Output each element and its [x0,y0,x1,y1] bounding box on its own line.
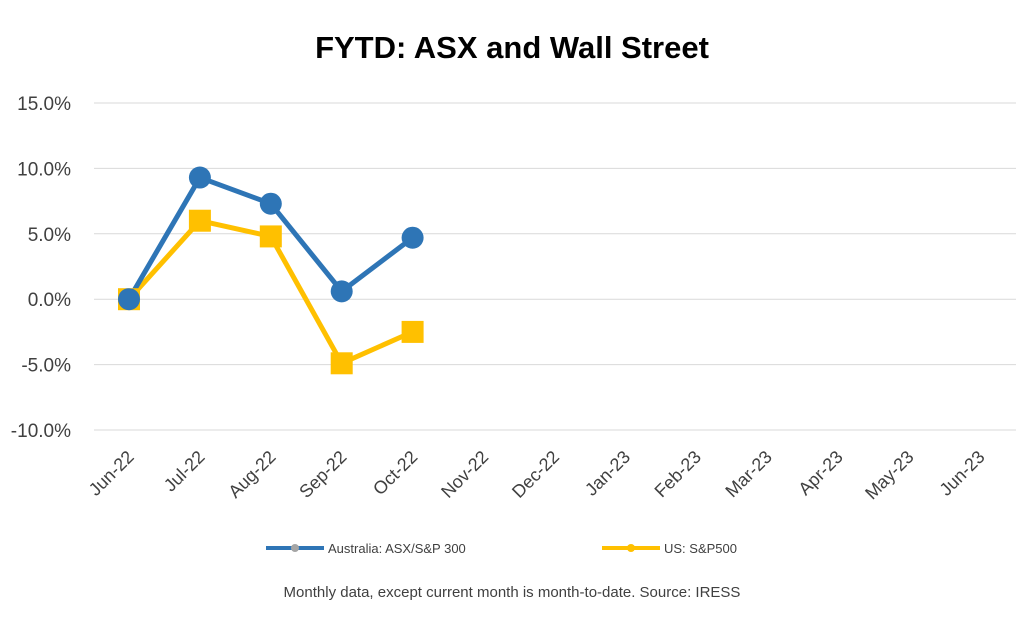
data-point-australia [188,166,211,189]
x-tick-label: Oct-22 [369,447,421,499]
y-tick-label: -10.0% [11,421,71,442]
x-tick-label: Sep-22 [295,447,350,502]
y-tick-label: 5.0% [28,225,71,246]
x-tick-label: Apr-23 [794,447,846,499]
y-tick-label: -5.0% [21,356,71,377]
x-tick-label: May-23 [861,447,918,504]
x-tick-label: Jun-23 [936,447,989,500]
y-tick-label: 15.0% [17,94,71,115]
data-point-australia [259,192,282,215]
data-point-us [330,352,353,375]
data-point-us [259,225,282,248]
data-point-australia [118,288,140,311]
source-note: Monthly data, except current month is mo… [284,584,741,601]
data-point-us [401,320,424,343]
x-tick-label: Aug-22 [224,447,279,502]
legend-label-us: US: S&P500 [664,541,737,556]
legend-marker-us [627,544,635,552]
x-tick-label: Jun-22 [85,447,138,500]
y-tick-label: 10.0% [17,159,71,180]
x-tick-label: Jul-22 [160,447,209,496]
x-tick-label: Jan-23 [581,447,634,500]
x-tick-label: Mar-23 [721,447,775,501]
x-tick-label: Feb-23 [651,447,705,501]
gridlines [94,102,1016,431]
y-tick-label: 0.0% [28,290,71,311]
legend-marker-australia [291,544,299,552]
series-layer [118,166,424,375]
legend-label-australia: Australia: ASX/S&P 300 [328,541,466,556]
legend: Australia: ASX/S&P 300 US: S&P500 [266,541,737,556]
x-tick-label: Nov-22 [437,447,492,502]
x-axis-ticks: Jun-22 Jul-22 Aug-22 Sep-22 Oct-22 Nov-22 Dec-… [85,447,989,504]
data-point-australia [401,226,424,249]
data-point-us [188,209,211,232]
x-tick-label: Dec-22 [508,447,563,502]
data-point-australia [330,280,353,303]
y-axis-ticks: 15.0% 10.0% 5.0% 0.0% -5.0% -10.0% [11,94,71,442]
chart-title: FYTD: ASX and Wall Street [315,30,709,65]
